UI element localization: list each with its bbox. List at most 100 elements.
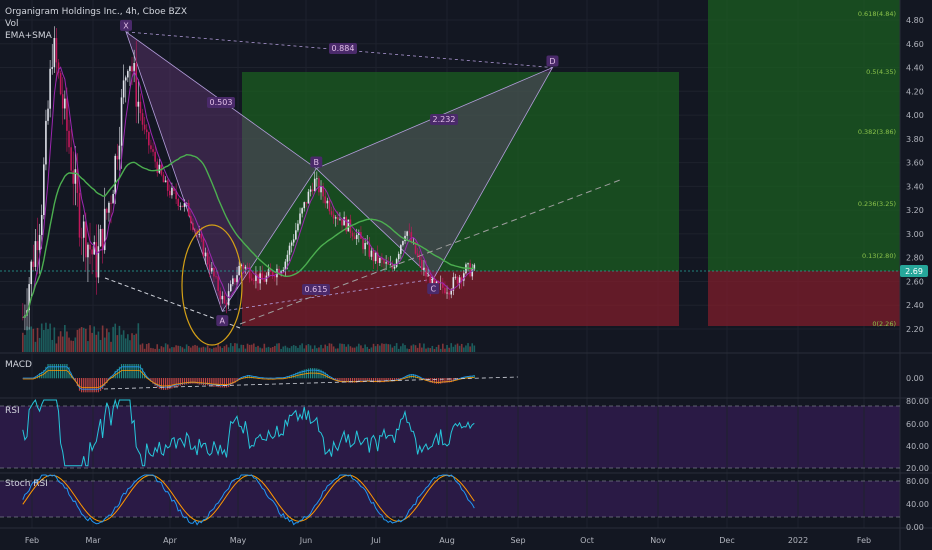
- volume-bar: [280, 348, 282, 352]
- fib-level-label: 0.618(4.84): [858, 10, 896, 18]
- pattern-ratio-badge: [207, 97, 235, 108]
- volume-bar: [64, 325, 66, 352]
- macd-bar: [328, 375, 331, 379]
- vol-label[interactable]: Vol: [5, 19, 18, 29]
- candle-body: [421, 259, 423, 270]
- candle-body: [198, 233, 201, 235]
- ema-sma-label[interactable]: EMA+SMA: [5, 31, 53, 41]
- volume-bar: [89, 325, 91, 352]
- candle-body: [469, 263, 471, 277]
- candle-body: [145, 129, 148, 133]
- macd-bar: [87, 378, 89, 393]
- candle-body: [110, 202, 112, 204]
- candle-body: [404, 235, 406, 242]
- macd-bar: [104, 378, 106, 386]
- price-axis[interactable]: 4.80 4.60 4.40 4.20 4.00 3.80 3.60 3.40 3.20 3.00…: [906, 16, 924, 334]
- candle-body: [131, 66, 133, 72]
- pattern-point-badge: [427, 283, 440, 295]
- volume-bar: [307, 344, 310, 352]
- stop-zone[interactable]: [242, 271, 679, 326]
- volume-bar: [276, 343, 278, 352]
- pattern-point-label: D: [549, 57, 555, 66]
- rising-trendline[interactable]: [239, 179, 621, 325]
- pattern-labels[interactable]: X A B C D 0.884 0.503 2.232 0.615: [120, 19, 559, 327]
- macd-label[interactable]: MACD: [5, 360, 32, 370]
- volume-bar: [297, 347, 299, 352]
- macd-bar: [442, 378, 444, 384]
- volume-bar: [223, 346, 226, 352]
- macd-bar: [326, 374, 328, 379]
- volume-bar: [257, 345, 259, 352]
- macd-bar: [202, 378, 205, 385]
- volume-bar: [229, 343, 232, 352]
- pane-axis: 0.00 80.00 60.00 40.00 20.00 80.00 40.00 0.00: [906, 374, 929, 532]
- macd-trendline[interactable]: [103, 376, 519, 390]
- circle-annotation[interactable]: [181, 224, 243, 346]
- candle-body: [290, 242, 293, 246]
- volume-bar: [196, 345, 198, 352]
- volume-bar: [129, 340, 131, 352]
- volume-bar: [141, 343, 144, 352]
- time-axis[interactable]: Feb Mar Apr May Jun Jul Aug Sep Oct Nov Dec 2022 Feb: [25, 536, 871, 545]
- candle-body: [318, 178, 320, 193]
- candle-body: [244, 266, 247, 269]
- candle-body: [221, 295, 224, 300]
- candle-body: [51, 67, 54, 69]
- macd-pane[interactable]: [22, 364, 519, 393]
- stoch-label[interactable]: Stoch RSI: [5, 479, 48, 489]
- rsi-tick: 80.00: [906, 397, 929, 406]
- candle-body: [387, 262, 390, 265]
- candle-body: [292, 239, 295, 243]
- price-tick: 2.40: [906, 301, 924, 310]
- candle-body: [192, 223, 194, 230]
- macd-bar: [158, 378, 160, 389]
- volume-bar: [95, 334, 98, 352]
- volume-bar: [145, 344, 148, 352]
- macd-bar: [465, 376, 467, 379]
- volume-bar: [292, 345, 295, 352]
- candle-body: [471, 269, 474, 277]
- macd-bar: [133, 364, 135, 379]
- pattern-point-badge: [216, 315, 229, 327]
- volume-bar: [72, 340, 75, 352]
- macd-bar: [125, 364, 127, 379]
- volume-bar: [471, 343, 474, 352]
- symbol-title[interactable]: Organigram Holdings Inc., 4h, Cboe BZX: [5, 7, 187, 17]
- candle-body: [269, 269, 272, 272]
- rsi-label[interactable]: RSI: [5, 406, 20, 416]
- candle-body: [97, 246, 100, 278]
- macd-bar: [204, 378, 207, 386]
- candle-body: [59, 73, 62, 95]
- volume-bar: [215, 347, 217, 352]
- volume-bar: [187, 346, 190, 352]
- volume-bar: [267, 346, 270, 352]
- volume-bar: [309, 345, 312, 352]
- pattern-point-badge: [546, 55, 559, 67]
- price-tick: 2.60: [906, 277, 924, 286]
- candle-body: [204, 252, 207, 257]
- macd-bar: [81, 378, 83, 393]
- candle-body: [316, 178, 318, 180]
- price-tick: 2.80: [906, 254, 924, 263]
- volume-bar: [379, 345, 381, 352]
- candle-body: [395, 259, 398, 267]
- volume-bar: [418, 343, 421, 352]
- macd-bar: [74, 378, 76, 382]
- candle-body: [103, 208, 106, 251]
- macd-bar: [251, 375, 253, 379]
- candle-body: [164, 180, 167, 183]
- volume-bar: [473, 345, 476, 352]
- candle-body: [55, 38, 58, 63]
- candle-body: [253, 280, 255, 282]
- macd-bar: [385, 378, 387, 382]
- pattern-ratio: 2.232: [433, 115, 456, 124]
- volume-bar: [332, 346, 335, 352]
- candle-body: [280, 271, 282, 274]
- candle-body: [229, 284, 232, 292]
- rsi-line: [22, 398, 475, 467]
- candle-body: [326, 200, 329, 204]
- volume-bar: [26, 326, 28, 352]
- macd-bar: [162, 378, 165, 390]
- macd-bar: [435, 378, 438, 384]
